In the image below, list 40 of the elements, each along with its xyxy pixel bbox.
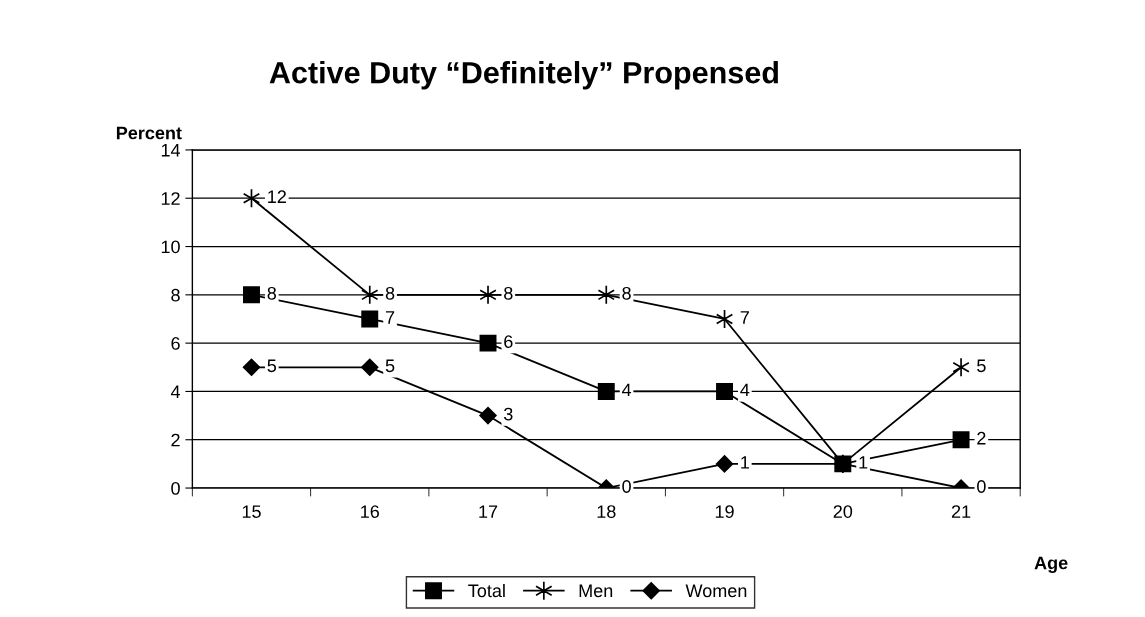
data-label: 4 [621, 383, 632, 397]
chart-title: Active Duty “Definitely” Propensed [269, 61, 778, 90]
y-axis-title: Percent [116, 126, 182, 140]
data-label: 3 [503, 407, 513, 421]
data-label: 5 [385, 359, 395, 373]
data-label: 8 [267, 286, 277, 300]
x-tick-label: 21 [951, 505, 971, 518]
x-tick-label: 15 [242, 505, 261, 518]
legend-label: Men [579, 584, 613, 598]
y-tick-label: 2 [171, 433, 180, 447]
y-tick-label: 14 [161, 144, 181, 157]
legend-label: Women [685, 584, 747, 598]
data-label: 5 [267, 359, 277, 373]
x-tick-label: 18 [597, 505, 616, 518]
y-tick-label: 10 [161, 240, 180, 254]
data-label: 8 [385, 286, 395, 300]
data-label: 0 [977, 480, 986, 493]
y-tick-label: 0 [171, 481, 180, 495]
data-label: 1 [859, 456, 868, 469]
data-label: 8 [504, 286, 513, 300]
data-label: 2 [977, 431, 986, 445]
data-label: 6 [504, 335, 513, 348]
x-tick-label: 19 [715, 505, 734, 518]
data-label: 0 [622, 480, 631, 493]
data-label: 12 [268, 190, 286, 203]
data-label: 1 [741, 456, 749, 469]
legend-label: Total [468, 583, 505, 598]
data-label: 4 [740, 383, 750, 397]
x-tick-label: 20 [833, 505, 853, 518]
data-label: 7 [740, 311, 749, 324]
y-tick-label: 6 [171, 337, 180, 350]
x-tick-label: 16 [361, 505, 379, 518]
y-tick-label: 12 [161, 192, 180, 205]
y-tick-label: 4 [170, 385, 181, 398]
data-label: 7 [385, 311, 395, 324]
x-tick-label: 17 [479, 505, 498, 518]
data-label: 5 [977, 359, 986, 373]
x-axis-title: Age [1034, 556, 1068, 573]
data-label: 8 [622, 286, 631, 300]
y-tick-label: 8 [171, 288, 180, 302]
